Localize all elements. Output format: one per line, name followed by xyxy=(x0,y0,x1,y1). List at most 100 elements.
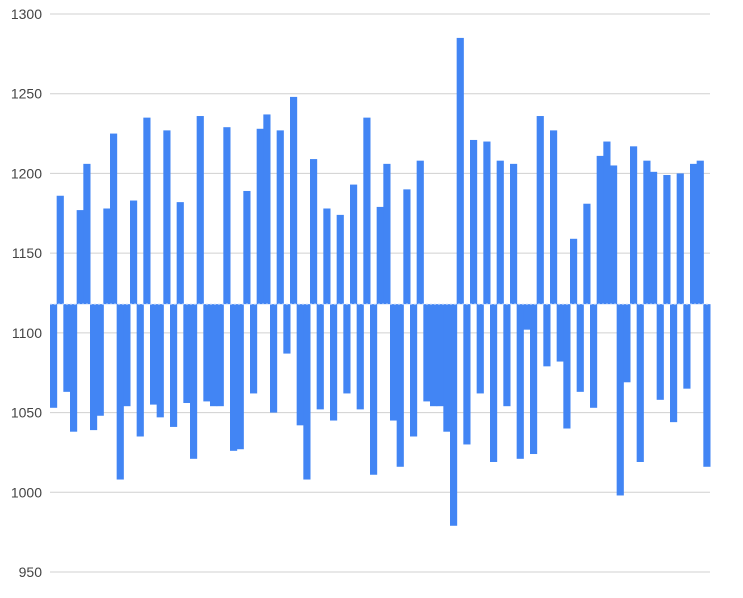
bar-85 xyxy=(616,304,624,496)
bar-57 xyxy=(430,304,438,407)
bar-7 xyxy=(96,304,104,416)
bar-92 xyxy=(663,175,671,305)
bar-47 xyxy=(363,117,371,305)
bar-3 xyxy=(70,304,78,432)
bar-97 xyxy=(696,160,704,305)
bar-48 xyxy=(370,304,378,475)
bar-50 xyxy=(383,163,391,305)
bar-84 xyxy=(610,165,618,305)
bar-12 xyxy=(130,200,138,305)
bar-67 xyxy=(496,160,504,305)
bar-90 xyxy=(650,171,658,305)
bar-77 xyxy=(563,304,571,429)
bar-87 xyxy=(630,146,638,305)
y-tick-label: 1200 xyxy=(11,165,42,181)
bar-40 xyxy=(316,304,324,410)
bar-27 xyxy=(230,304,238,451)
bar-26 xyxy=(223,127,231,305)
bar-98 xyxy=(703,304,711,467)
y-tick-label: 1100 xyxy=(12,325,42,341)
bar-66 xyxy=(490,304,498,462)
bar-44 xyxy=(343,304,351,394)
bar-43 xyxy=(336,214,344,305)
bar-88 xyxy=(636,304,644,462)
bar-46 xyxy=(356,304,364,410)
bar-51 xyxy=(390,304,398,421)
bar-62 xyxy=(463,304,471,445)
bar-45 xyxy=(350,184,358,305)
bar-83 xyxy=(603,141,611,305)
bar-15 xyxy=(150,304,158,405)
bar-13 xyxy=(136,304,144,437)
bar-21 xyxy=(190,304,198,459)
bar-34 xyxy=(276,130,284,305)
bar-59 xyxy=(443,304,451,432)
bar-29 xyxy=(243,190,251,305)
bar-0 xyxy=(50,304,58,408)
bar-22 xyxy=(196,116,204,305)
bar-72 xyxy=(530,304,538,455)
bar-42 xyxy=(330,304,338,421)
bar-16 xyxy=(156,304,164,418)
bar-82 xyxy=(596,155,604,305)
bar-17 xyxy=(163,130,171,305)
bar-4 xyxy=(76,210,84,305)
bar-69 xyxy=(510,163,518,305)
y-tick-label: 1250 xyxy=(11,86,42,102)
bar-74 xyxy=(543,304,551,367)
bar-94 xyxy=(676,173,684,305)
bar-53 xyxy=(403,189,411,305)
bar-35 xyxy=(283,304,291,354)
bar-78 xyxy=(570,238,578,305)
bar-30 xyxy=(250,304,258,394)
bar-20 xyxy=(183,304,191,404)
bar-49 xyxy=(376,206,384,305)
y-tick-label: 1000 xyxy=(11,484,42,500)
bar-70 xyxy=(516,304,524,459)
bar-61 xyxy=(456,37,464,305)
bar-25 xyxy=(216,304,224,407)
bar-56 xyxy=(423,304,431,402)
bar-91 xyxy=(656,304,664,400)
bar-81 xyxy=(590,304,598,408)
bar-10 xyxy=(116,304,124,480)
y-tick-label: 1150 xyxy=(12,245,42,261)
bar-79 xyxy=(576,304,584,392)
bar-32 xyxy=(263,114,271,305)
bar-6 xyxy=(90,304,98,431)
bar-37 xyxy=(296,304,304,426)
bar-60 xyxy=(450,304,458,526)
bar-1 xyxy=(56,195,64,305)
bar-24 xyxy=(210,304,218,407)
bar-54 xyxy=(410,304,418,437)
bar-55 xyxy=(416,160,424,305)
y-tick-label: 1300 xyxy=(11,6,42,22)
y-tick-label: 1050 xyxy=(11,405,42,421)
bar-64 xyxy=(476,304,484,394)
bar-80 xyxy=(583,203,591,305)
bar-19 xyxy=(176,202,184,305)
bar-52 xyxy=(396,304,404,467)
bar-31 xyxy=(256,128,264,305)
bar-95 xyxy=(683,304,691,389)
bar-41 xyxy=(323,208,331,305)
bar-9 xyxy=(110,133,118,305)
bar-76 xyxy=(556,304,564,362)
bar-93 xyxy=(670,304,678,423)
bar-65 xyxy=(483,141,491,305)
bar-2 xyxy=(63,304,71,392)
bars xyxy=(50,37,711,526)
bar-28 xyxy=(236,304,244,450)
bar-63 xyxy=(470,139,478,305)
bar-36 xyxy=(290,96,298,305)
bar-73 xyxy=(536,116,544,305)
bar-18 xyxy=(170,304,178,427)
bar-71 xyxy=(523,304,531,330)
bar-33 xyxy=(270,304,278,413)
bar-23 xyxy=(203,304,211,402)
bar-5 xyxy=(83,163,91,305)
bar-58 xyxy=(436,304,444,407)
bar-86 xyxy=(623,304,631,383)
y-tick-label: 950 xyxy=(19,564,43,580)
